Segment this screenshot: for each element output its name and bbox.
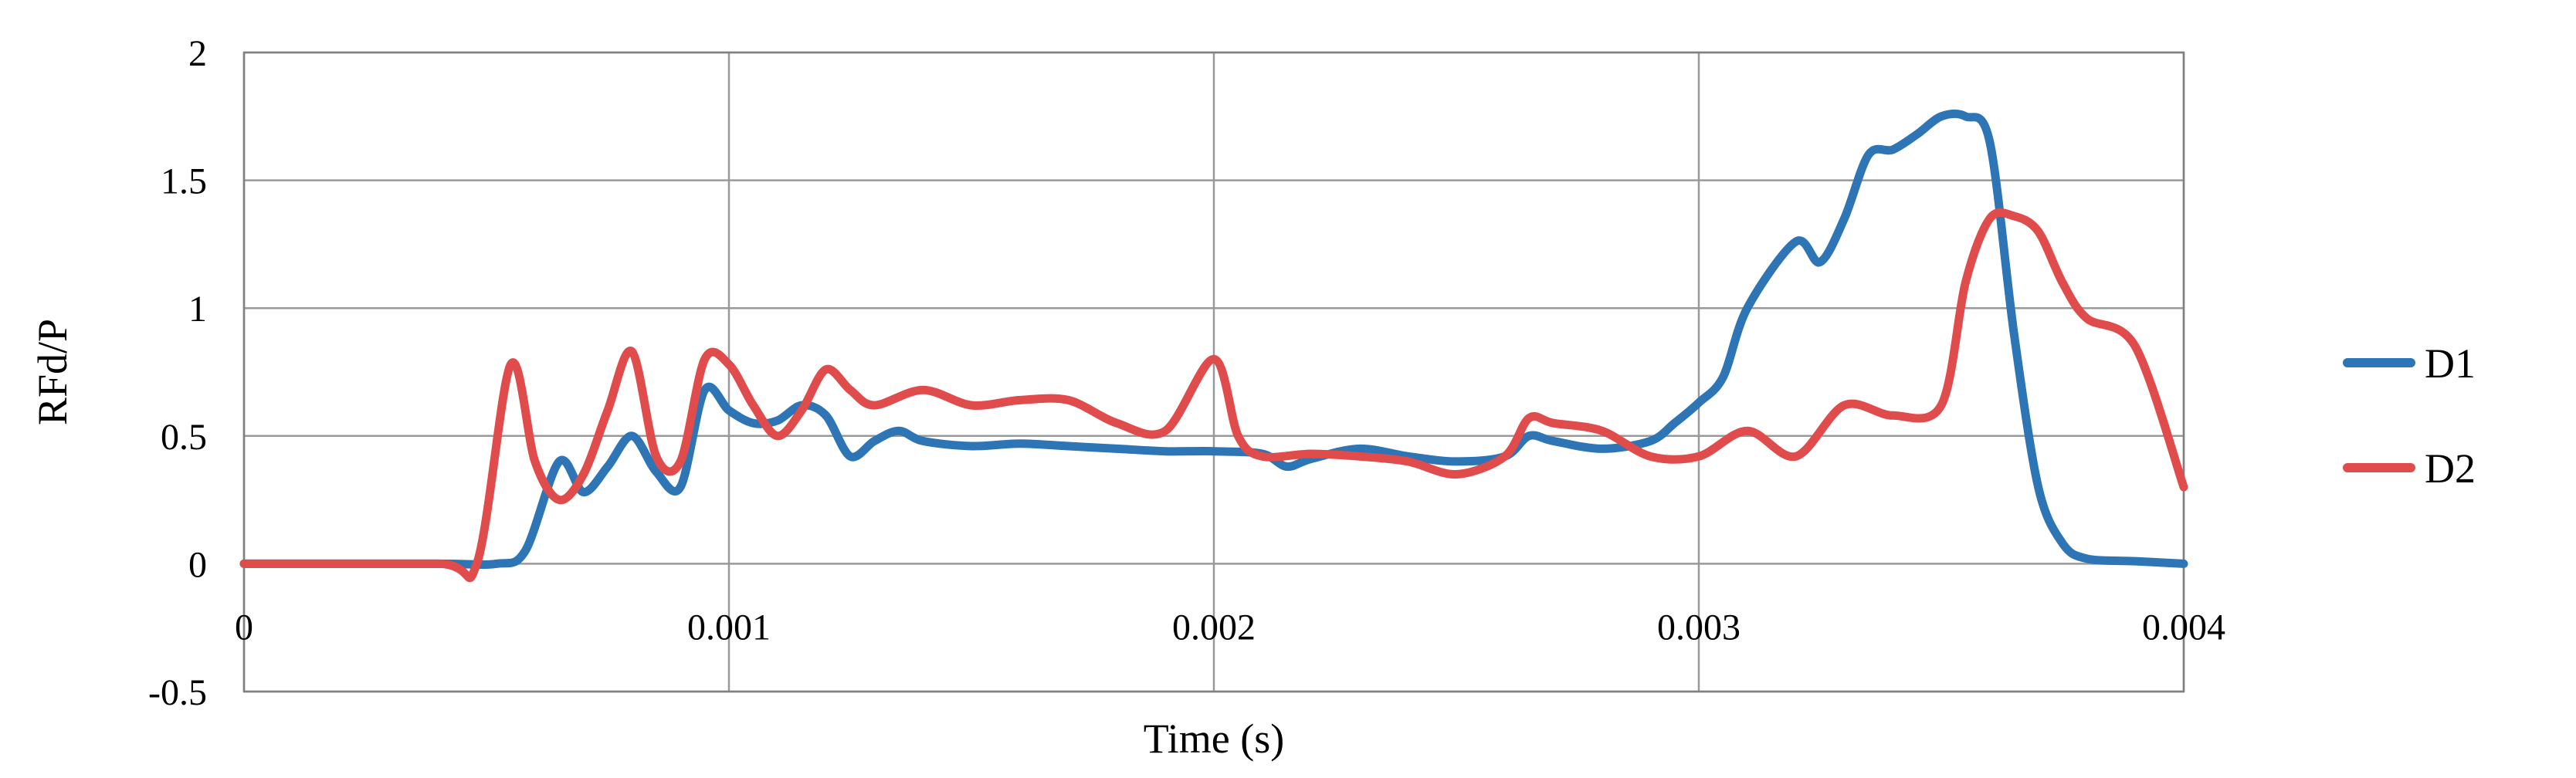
y-tick-label: 0 xyxy=(188,544,207,585)
y-tick-label: 1.5 xyxy=(161,161,207,202)
plot-area-border xyxy=(242,51,2185,693)
y-tick-label: 0.5 xyxy=(161,417,207,458)
y-tick-label: 1 xyxy=(188,289,207,330)
x-tick-label: 0 xyxy=(235,607,253,648)
x-tick-label: 0.001 xyxy=(687,607,771,648)
axes xyxy=(242,51,2185,693)
x-tick-label: 0.004 xyxy=(2142,607,2225,648)
x-tick-label: 0.002 xyxy=(1172,607,1256,648)
legend-label-d1: D1 xyxy=(2425,340,2476,387)
y-axis-title: RFd/P xyxy=(29,319,76,425)
series-line-d1 xyxy=(239,109,2188,570)
legend-label-d2: D2 xyxy=(2425,445,2476,492)
series-lines xyxy=(239,109,2188,583)
y-tick-label: -0.5 xyxy=(148,672,207,713)
x-tick-label: 0.003 xyxy=(1657,607,1740,648)
legend: D1 D2 xyxy=(2343,340,2476,492)
tick-labels: -0.5 0 0.5 1 1.5 2 0 0.001 0.002 0.003 0.004 xyxy=(148,33,2225,713)
x-axis-title: Time (s) xyxy=(1144,715,1285,762)
y-tick-label: 2 xyxy=(188,33,207,74)
series-line-d2 xyxy=(239,208,2188,583)
